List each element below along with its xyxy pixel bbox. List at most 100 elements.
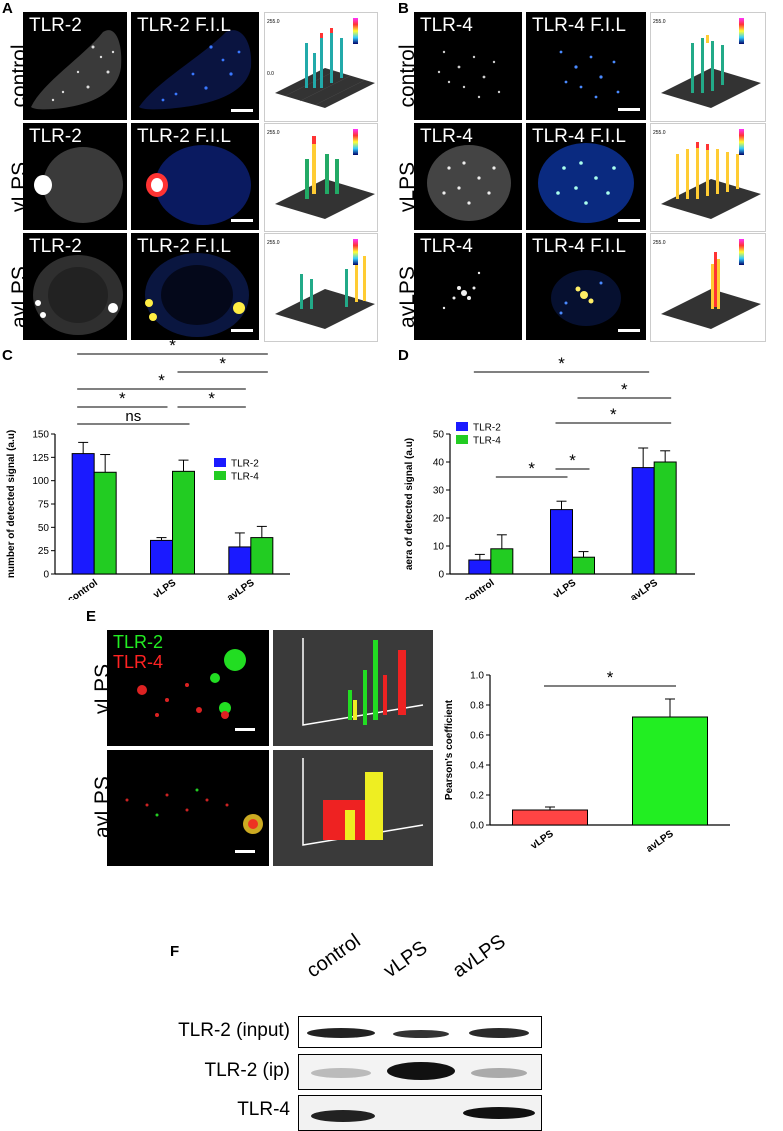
svg-text:255.0: 255.0 bbox=[267, 240, 280, 246]
bar bbox=[228, 546, 252, 575]
blot-label-tlr2-ip: TLR-2 (ip) bbox=[204, 1060, 290, 1081]
micrograph-tlr2-vlps: TLR-2 bbox=[23, 123, 127, 230]
micrograph-tlr2-control: TLR-2 bbox=[23, 12, 127, 120]
y-tick-label: 75 bbox=[38, 500, 50, 511]
significance-label: * bbox=[558, 354, 565, 373]
legend-swatch bbox=[214, 471, 226, 480]
chart-c: 0 25 50 75 100 125 150 number of detected signa… bbox=[6, 338, 290, 600]
panel-letter-e: E bbox=[86, 608, 97, 625]
tile-label: TLR-4 F.I.L bbox=[532, 236, 626, 257]
y-tick-label: 0.4 bbox=[470, 761, 484, 772]
svg-text:255.0: 255.0 bbox=[267, 130, 280, 136]
significance-label: * bbox=[528, 459, 535, 478]
y-axis-label: aera of detected signal (a.u) bbox=[404, 438, 415, 570]
lane-label-vlps: vLPS bbox=[379, 936, 432, 983]
legend-swatch bbox=[456, 435, 468, 444]
micrograph-tlr4-control: TLR-4 bbox=[414, 12, 522, 120]
y-tick-label: 100 bbox=[32, 476, 49, 487]
legend-swatch bbox=[456, 422, 468, 431]
bar bbox=[71, 453, 95, 575]
tile-label: TLR-2 F.I.L bbox=[137, 15, 231, 36]
legend-swatch bbox=[214, 458, 226, 467]
lane-label-control: control bbox=[302, 929, 365, 983]
blot-tlr2-input bbox=[298, 1016, 542, 1048]
tile-label: TLR-2 F.I.L bbox=[137, 236, 231, 257]
surface-plot-tlr2-control: 255.0 0.0 bbox=[264, 12, 378, 122]
micrograph-tlr2-fil-control: TLR-2 F.I.L bbox=[131, 12, 259, 120]
significance-label: * bbox=[158, 371, 165, 390]
micrograph-tlr4-fil-control: TLR-4 F.I.L bbox=[526, 12, 646, 120]
significance-label: * bbox=[169, 338, 176, 355]
bar bbox=[632, 716, 708, 826]
x-tick-label: control bbox=[66, 577, 100, 600]
micrograph-tlr2-fil-avlps: TLR-2 F.I.L bbox=[131, 233, 259, 340]
panel-letter-a: A bbox=[2, 0, 13, 17]
tile-label: TLR-4 bbox=[420, 15, 473, 36]
panel-letter-b: B bbox=[398, 0, 409, 17]
surface-plot-tlr4-vlps: 255.0 bbox=[650, 123, 766, 232]
chart-e: 0.0 0.2 0.4 0.6 0.8 1.0 Pearson's coefficient v… bbox=[444, 668, 730, 855]
y-tick-label: 20 bbox=[433, 514, 445, 525]
y-tick-label: 25 bbox=[38, 546, 50, 557]
surface-plot-tlr2-avlps: 255.0 bbox=[264, 233, 378, 342]
svg-text:255.0: 255.0 bbox=[267, 19, 280, 25]
tile-label: TLR-2 bbox=[29, 236, 82, 257]
tile-label: TLR-4 bbox=[420, 236, 473, 257]
y-tick-label: 30 bbox=[433, 486, 445, 497]
blot-tlr4 bbox=[298, 1095, 542, 1131]
panel-letter-c: C bbox=[2, 347, 13, 364]
significance-label: * bbox=[208, 389, 215, 408]
y-tick-label: 0.6 bbox=[470, 731, 484, 742]
tile-label: TLR-4 F.I.L bbox=[532, 15, 626, 36]
micrograph-tlr4-fil-vlps: TLR-4 F.I.L bbox=[526, 123, 646, 230]
bar bbox=[550, 509, 573, 575]
bar bbox=[93, 471, 117, 575]
y-tick-label: 0.2 bbox=[470, 791, 484, 802]
merge-legend-red: TLR-4 bbox=[113, 652, 164, 672]
y-tick-label: 40 bbox=[433, 458, 445, 469]
svg-text:255.0: 255.0 bbox=[653, 130, 666, 136]
significance-label: * bbox=[219, 354, 226, 373]
x-tick-label: vLPS bbox=[151, 577, 178, 600]
lane-label-avlps: avLPS bbox=[448, 930, 510, 983]
bar bbox=[631, 467, 655, 575]
merge-micrograph-vlps: TLR-2 TLR-4 bbox=[107, 630, 269, 746]
y-tick-label: 50 bbox=[38, 523, 50, 534]
bar bbox=[172, 470, 195, 575]
micrograph-tlr2-avlps: TLR-2 bbox=[23, 233, 127, 340]
merge-micrograph-avlps bbox=[107, 750, 269, 866]
y-axis-label: Pearson's coefficient bbox=[444, 699, 455, 800]
blot-label-tlr2-input: TLR-2 (input) bbox=[178, 1020, 290, 1041]
merge-surface-vlps bbox=[273, 630, 433, 746]
micrograph-tlr2-fil-vlps: TLR-2 F.I.L bbox=[131, 123, 259, 230]
significance-label: ns bbox=[125, 408, 141, 425]
bar bbox=[653, 461, 677, 575]
x-tick-label: vLPS bbox=[551, 577, 578, 600]
panel-letter-f: F bbox=[170, 943, 180, 960]
tile-label: TLR-2 F.I.L bbox=[137, 126, 231, 147]
svg-text:255.0: 255.0 bbox=[653, 240, 666, 246]
tile-label: TLR-4 F.I.L bbox=[532, 126, 626, 147]
y-tick-label: 150 bbox=[32, 430, 49, 441]
svg-text:0.0: 0.0 bbox=[267, 71, 274, 77]
bar bbox=[490, 548, 514, 575]
x-tick-label: avLPS bbox=[225, 577, 257, 600]
blot-label-tlr4: TLR-4 bbox=[237, 1099, 290, 1120]
legend-label: TLR-2 bbox=[231, 459, 259, 470]
chart-d: 0 10 20 30 40 50 aera of detected signal (a.u)… bbox=[404, 354, 695, 600]
x-tick-label: avLPS bbox=[644, 828, 676, 855]
tile-label: TLR-2 bbox=[29, 126, 82, 147]
bar bbox=[250, 537, 274, 575]
y-tick-label: 10 bbox=[433, 542, 445, 553]
surface-plot-tlr2-vlps: 255.0 bbox=[264, 123, 378, 232]
x-tick-label: control bbox=[462, 577, 496, 600]
y-tick-label: 0 bbox=[438, 570, 444, 581]
micrograph-tlr4-fil-avlps: TLR-4 F.I.L bbox=[526, 233, 646, 340]
y-axis-label: number of detected signal (a.u) bbox=[6, 430, 17, 578]
y-tick-label: 0.8 bbox=[470, 701, 484, 712]
panel-letter-d: D bbox=[398, 347, 409, 364]
surface-plot-tlr4-control: 255.0 bbox=[650, 12, 766, 122]
merge-surface-avlps bbox=[273, 750, 433, 866]
legend-label: TLR-4 bbox=[231, 472, 259, 483]
bar bbox=[150, 539, 173, 575]
